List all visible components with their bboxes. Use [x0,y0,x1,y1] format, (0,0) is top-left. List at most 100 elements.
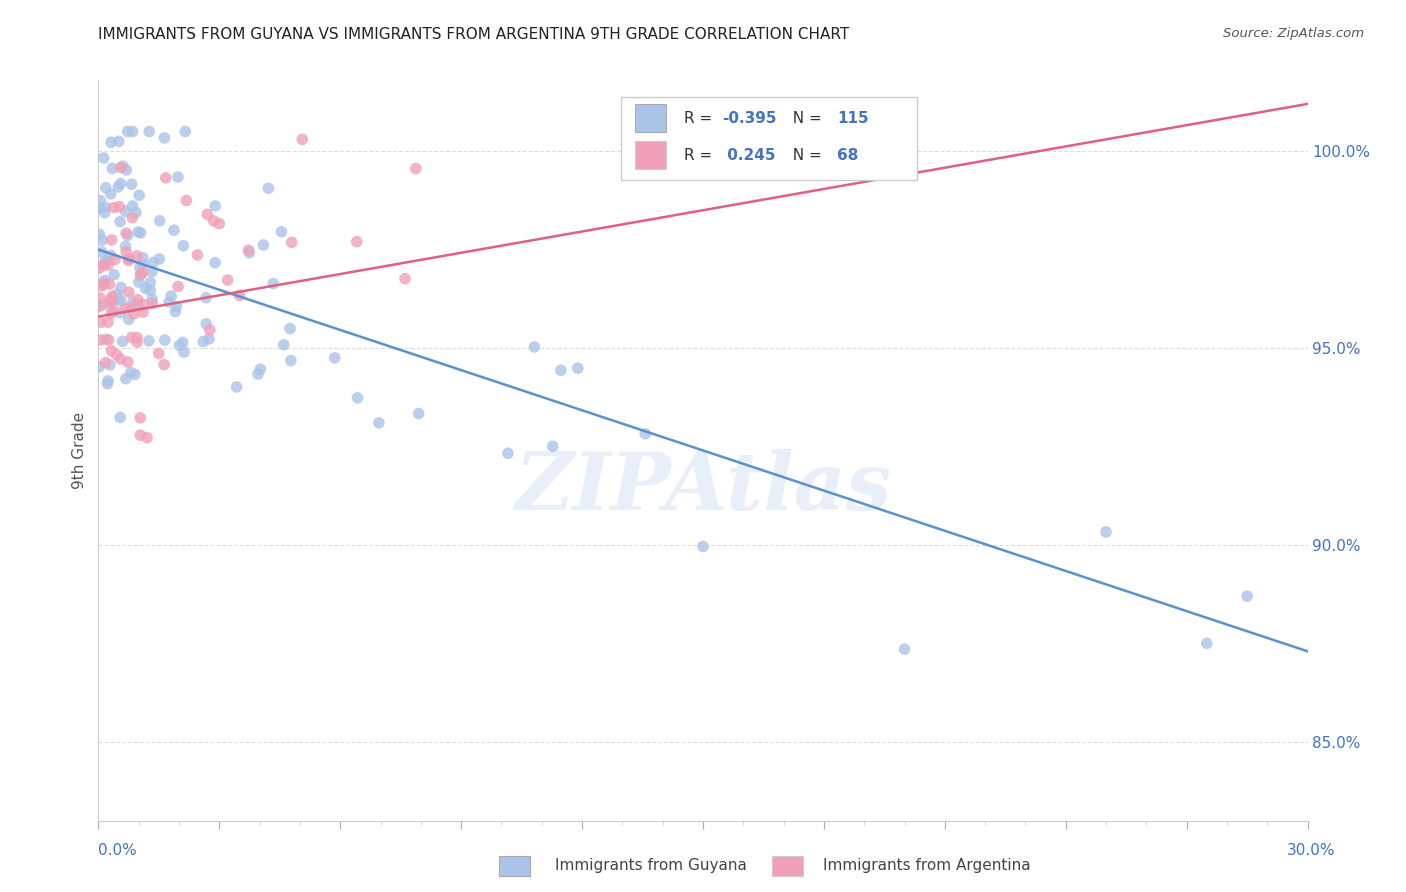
Point [129,410,152,425]
Point [120,366,142,380]
Point [346,235,368,249]
Point [252,238,274,252]
Point [217,273,239,287]
Point [149,214,172,228]
Point [496,446,519,460]
Text: N =: N = [783,111,827,126]
Point [93,205,115,219]
Point [139,284,162,298]
Point [98,358,121,372]
Point [131,266,153,280]
Point [129,268,152,282]
Point [100,248,122,262]
Point [110,293,132,308]
Point [176,194,198,208]
Point [155,170,177,185]
Point [249,362,271,376]
Point [89,291,111,305]
Point [247,367,270,381]
Point [97,315,120,329]
Point [193,334,215,349]
Point [198,323,221,337]
Point [93,273,115,287]
Point [125,205,148,219]
Point [114,204,136,219]
Point [100,135,122,149]
Point [121,199,143,213]
Point [204,199,226,213]
Point [128,275,150,289]
Point [195,317,218,331]
Point [166,299,188,313]
Point [172,239,194,253]
Text: 68: 68 [837,147,859,162]
Point [278,321,301,335]
Point [153,358,176,372]
Point [408,407,430,421]
Point [228,288,250,302]
Point [165,304,187,318]
Point [110,306,132,320]
Point [128,260,150,275]
Point [118,312,141,326]
Point [111,159,134,173]
Point [101,289,124,303]
Point [89,194,111,208]
Point [103,201,125,215]
Point [101,233,124,247]
Point [108,215,131,229]
Point [97,333,120,347]
FancyBboxPatch shape [621,97,917,180]
Point [111,334,134,349]
Point [120,301,142,315]
Point [127,225,149,239]
Point [96,254,118,268]
Point [273,338,295,352]
Point [124,368,146,382]
Point [107,134,129,148]
Point [89,202,111,216]
Point [195,207,218,221]
Point [93,276,115,290]
Point [110,161,132,175]
Point [198,332,221,346]
Point [132,251,155,265]
Point [94,254,117,268]
Text: N =: N = [783,147,827,162]
Point [121,178,143,192]
Text: IMMIGRANTS FROM GUYANA VS IMMIGRANTS FROM ARGENTINA 9TH GRADE CORRELATION CHART: IMMIGRANTS FROM GUYANA VS IMMIGRANTS FRO… [98,27,849,42]
Point [115,372,138,386]
Point [104,252,127,267]
Point [96,332,118,346]
Point [523,340,546,354]
Point [186,248,208,262]
Point [89,227,111,242]
Point [101,161,124,176]
Point [103,294,125,309]
Point [129,268,152,282]
Point [173,345,195,359]
Point [148,346,170,360]
Point [139,276,162,290]
Point [90,315,112,329]
Point [110,352,132,367]
Point [280,235,302,250]
Point [100,306,122,320]
Point [141,296,163,310]
Point [132,305,155,319]
Point [98,277,121,292]
Point [153,333,176,347]
Point [105,348,128,362]
Point [125,335,148,350]
Point [291,132,314,146]
Point [238,245,260,260]
Point [153,131,176,145]
Point [567,361,589,376]
Point [692,540,714,554]
Point [141,292,163,306]
Point [94,356,117,370]
Point [105,287,128,301]
Point [114,239,136,253]
Point [172,335,194,350]
Point [108,200,131,214]
